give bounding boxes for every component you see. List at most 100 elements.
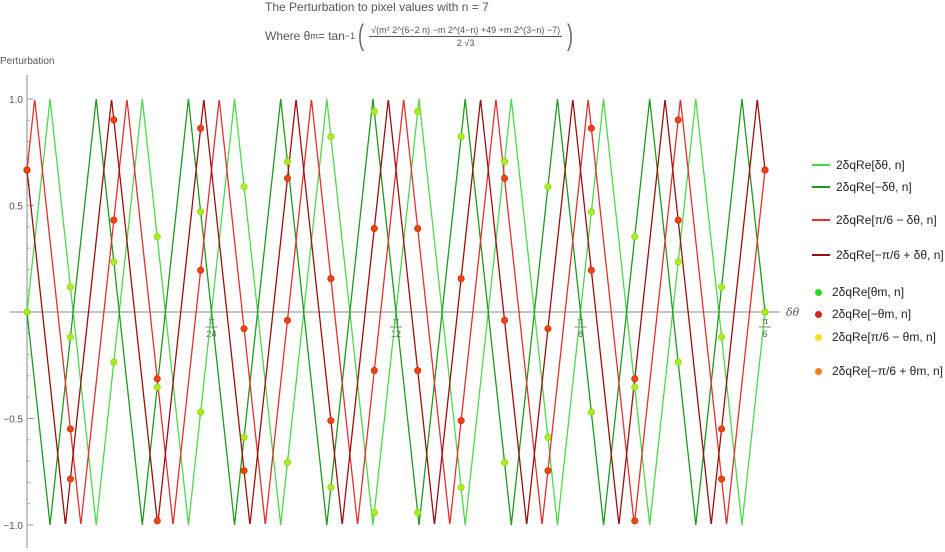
x-tick-label-denominator: 6 (762, 329, 767, 339)
x-tick-label-numerator: π (393, 317, 399, 327)
data-point (501, 316, 509, 324)
data-point (283, 158, 291, 166)
data-point (283, 458, 291, 466)
data-point (587, 266, 595, 274)
data-point (370, 224, 378, 232)
data-point (544, 467, 552, 475)
formula-fraction: √(m² 2^(6−2 n) −m 2^(4−n) +49 +m 2^(3−n)… (369, 24, 563, 48)
data-point (197, 124, 205, 132)
data-point (370, 366, 378, 374)
x-tick-label-denominator: 12 (391, 329, 401, 339)
legend-label: 2δqRe[δθ, n] (836, 158, 905, 172)
data-point (674, 216, 682, 224)
y-tick-label: −1.0 (3, 521, 23, 532)
data-point (718, 333, 726, 341)
data-point (370, 508, 378, 516)
x-tick-label-denominator: 8 (578, 329, 583, 339)
legend-item-5: 2δqRe[θm, n] (812, 285, 904, 299)
data-point (327, 275, 335, 283)
y-tick-label: 1.0 (9, 95, 23, 106)
legend-line-swatch (812, 186, 830, 188)
legend-dot-swatch (815, 333, 822, 341)
data-point (544, 325, 552, 333)
data-point (414, 108, 422, 116)
data-point (327, 417, 335, 425)
data-point (66, 425, 74, 433)
data-point (544, 433, 552, 441)
data-point (414, 224, 422, 232)
data-point (110, 358, 118, 366)
formula-numerator: √(m² 2^(6−2 n) −m 2^(4−n) +49 +m 2^(3−n)… (369, 24, 563, 37)
data-point (587, 124, 595, 132)
data-point (631, 383, 639, 391)
y-axis-label: Perturbation (0, 56, 54, 67)
legend-line-swatch (812, 254, 830, 256)
legend-item-6: 2δqRe[−θm, n] (812, 307, 911, 321)
data-point (761, 308, 769, 316)
x-tick-label-denominator: 24 (206, 329, 216, 339)
formula-denominator: 2 √3 (456, 37, 475, 48)
legend-dot-swatch (815, 367, 822, 375)
data-point (674, 358, 682, 366)
data-point (197, 266, 205, 274)
data-point (153, 383, 161, 391)
data-point (153, 375, 161, 383)
data-point (110, 216, 118, 224)
data-point (501, 158, 509, 166)
formula-superscript: −1 (344, 31, 356, 41)
data-point (457, 483, 465, 491)
data-point (501, 174, 509, 182)
data-point (718, 475, 726, 483)
data-point (718, 283, 726, 291)
legend-item-8: 2δqRe[−π/6 + θm, n] (812, 364, 943, 378)
data-point (66, 475, 74, 483)
data-point (631, 233, 639, 241)
data-point (23, 166, 31, 174)
data-point (674, 258, 682, 266)
data-point (457, 133, 465, 141)
data-point (240, 467, 248, 475)
series-line-4 (26, 99, 766, 525)
data-point (66, 333, 74, 341)
data-point (761, 166, 769, 174)
data-point (587, 408, 595, 416)
data-point (414, 366, 422, 374)
data-point (414, 508, 422, 516)
legend-label: 2δqRe[−δθ, n] (836, 180, 912, 194)
legend-label: 2δqRe[−π/6 + θm, n] (832, 364, 944, 378)
data-point (457, 275, 465, 283)
legend-line-swatch (812, 219, 830, 221)
legend-label: 2δqRe[π/6 − δθ, n] (836, 213, 937, 227)
y-tick-label: −0.5 (3, 415, 23, 426)
data-point (153, 233, 161, 241)
formula-subscript: m (310, 31, 318, 41)
formula-eq: = tan (317, 29, 345, 43)
data-point (66, 283, 74, 291)
data-point (110, 116, 118, 124)
x-axis-label: δθ (786, 306, 800, 319)
data-point (718, 425, 726, 433)
data-point (240, 325, 248, 333)
x-tick-label-numerator: π (578, 317, 584, 327)
y-tick-label: 0.5 (9, 202, 23, 213)
formula-left-paren: ( (358, 19, 365, 52)
data-point (240, 433, 248, 441)
data-point (197, 208, 205, 216)
legend-label: 2δqRe[θm, n] (832, 285, 905, 299)
data-point (501, 458, 509, 466)
legend-item-3: 2δqRe[π/6 − δθ, n] (812, 213, 937, 227)
legend-dot-swatch (815, 288, 822, 296)
data-point (110, 258, 118, 266)
data-point (153, 517, 161, 525)
x-tick-label-numerator: π (762, 317, 768, 327)
legend-dot-swatch (815, 310, 822, 318)
data-point (370, 108, 378, 116)
legend-label: 2δqRe[π/6 − θm, n] (832, 330, 937, 344)
data-point (327, 483, 335, 491)
data-point (457, 417, 465, 425)
data-point (631, 517, 639, 525)
data-point (544, 183, 552, 191)
data-point (23, 308, 31, 316)
legend-item-1: 2δqRe[δθ, n] (812, 158, 905, 172)
